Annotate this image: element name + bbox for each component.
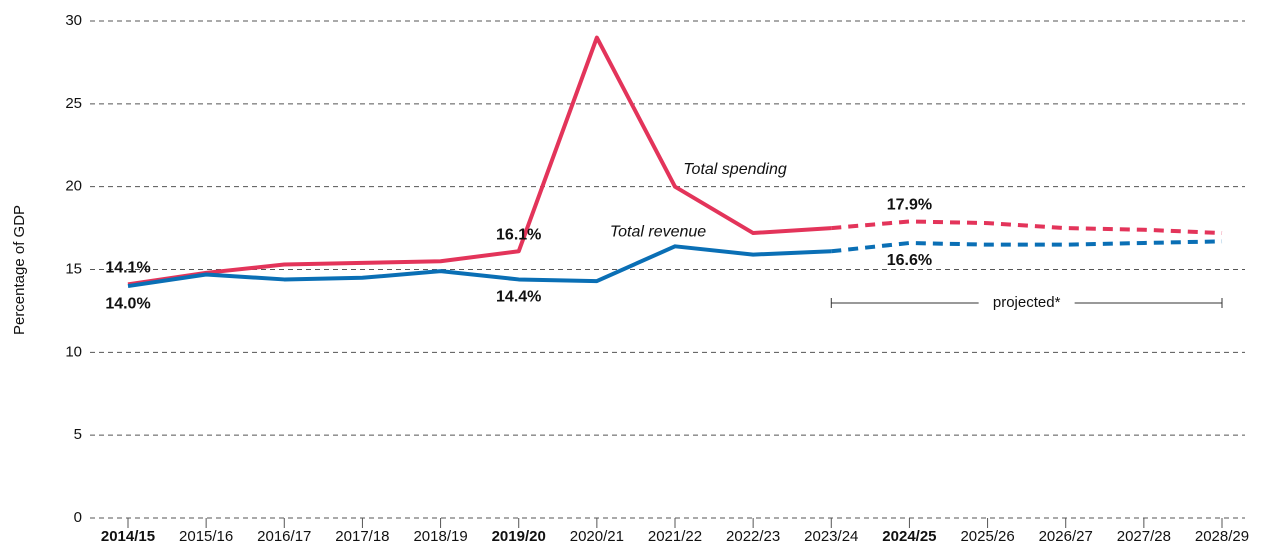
series-line xyxy=(831,239,1223,254)
x-tick-label: 2023/24 xyxy=(804,528,858,545)
projection-label: projected* xyxy=(993,294,1061,311)
series-label: Total spending xyxy=(683,161,787,178)
projection-label-bg xyxy=(978,293,1075,313)
x-tick-label: 2027/28 xyxy=(1117,528,1171,545)
value-label: 16.6% xyxy=(887,252,932,269)
y-tick-label: 0 xyxy=(74,509,82,526)
value-label: 14.1% xyxy=(105,260,150,277)
y-tick-label: 25 xyxy=(65,95,82,112)
y-tick-label: 10 xyxy=(65,343,82,360)
y-tick-label: 30 xyxy=(65,12,82,29)
x-tick-label: 2026/27 xyxy=(1039,528,1093,545)
y-tick-label: 5 xyxy=(74,426,82,443)
y-axis-label: Percentage of GDP xyxy=(11,205,28,335)
x-tick-label: 2019/20 xyxy=(492,528,546,545)
x-tick-label: 2024/25 xyxy=(882,528,936,545)
value-label: 14.0% xyxy=(105,295,150,312)
series-label: Total revenue xyxy=(610,224,706,241)
y-tick-label: 15 xyxy=(65,260,82,277)
x-tick-label: 2018/19 xyxy=(413,528,467,545)
series-line xyxy=(127,35,832,287)
x-tick-label: 2016/17 xyxy=(257,528,311,545)
x-tick-label: 2028/29 xyxy=(1195,528,1249,545)
x-tick-label: 2022/23 xyxy=(726,528,780,545)
value-label: 17.9% xyxy=(887,197,932,214)
x-tick-label: 2015/16 xyxy=(179,528,233,545)
series-line xyxy=(127,244,832,289)
series-line xyxy=(831,219,1223,236)
x-tick-label: 2021/22 xyxy=(648,528,702,545)
value-label: 16.1% xyxy=(496,226,541,243)
y-tick-label: 20 xyxy=(65,178,82,195)
value-label: 14.4% xyxy=(496,289,541,306)
x-tick-label: 2014/15 xyxy=(101,528,155,545)
x-tick-label: 2025/26 xyxy=(960,528,1014,545)
x-tick-label: 2017/18 xyxy=(335,528,389,545)
x-tick-label: 2020/21 xyxy=(570,528,624,545)
